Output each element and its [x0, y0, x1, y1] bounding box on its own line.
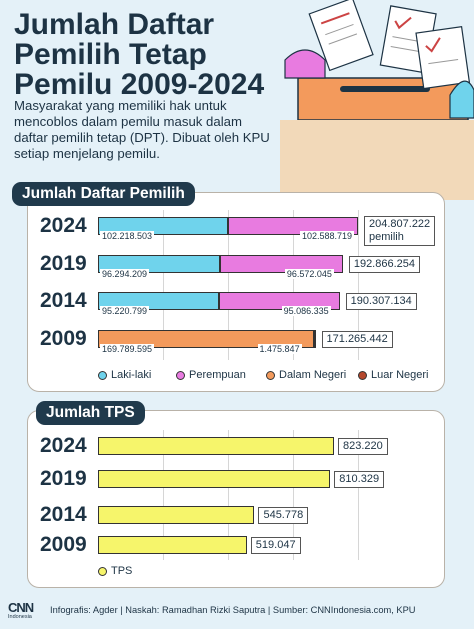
legend-label: Luar Negeri: [371, 369, 429, 381]
dpt-year-label: 2014: [40, 289, 87, 312]
legend-label: Perempuan: [189, 369, 246, 381]
dpt-gridline: [358, 210, 359, 360]
bar-perempuan: [218, 292, 340, 310]
legend-label: TPS: [111, 565, 133, 577]
title-line-2: Pemilih Tetap: [14, 38, 207, 71]
dpt-gridline: [228, 210, 229, 360]
tps-gridline: [228, 430, 229, 560]
total-value-label: 190.307.134: [345, 293, 417, 310]
legend-item: TPS: [98, 565, 132, 577]
bar-laki-laki: [98, 292, 219, 310]
legend-label: Laki-laki: [111, 369, 152, 381]
credit-text: Infografis: Agder | Naskah: Ramadhan Riz…: [50, 605, 416, 615]
legend-dot: [98, 370, 107, 380]
bar-tps: [98, 437, 334, 455]
title-line-1: Jumlah Daftar: [14, 8, 215, 41]
dpt-gridline: [163, 210, 164, 360]
legend-dot: [358, 370, 367, 380]
segment-value-label: 102.588.719: [300, 231, 355, 241]
tps-year-label: 2009: [40, 533, 87, 556]
segment-value-label: 96.294.209: [100, 269, 150, 279]
legend-label: Dalam Negeri: [279, 369, 347, 381]
segment-value-label: 1.475.847: [257, 344, 302, 354]
intro-text: Masyarakat yang memiliki hak untuk menco…: [14, 98, 270, 161]
tps-value-label: 823.220: [338, 438, 388, 455]
tps-value-label: 545.778: [258, 507, 309, 524]
footer: [0, 598, 474, 629]
ballot-box-illustration: [280, 0, 474, 200]
legend-dot: [266, 370, 275, 380]
bar-luar-negeri: [313, 330, 316, 348]
total-value-label: 192.866.254: [348, 256, 420, 273]
legend-item: Luar Negeri: [358, 369, 428, 381]
total-suffix: pemilih: [369, 231, 404, 243]
legend-dot: [98, 566, 107, 576]
legend-item: Dalam Negeri: [266, 369, 346, 381]
tps-year-label: 2014: [40, 503, 87, 526]
tps-gridline: [293, 430, 294, 560]
tps-value-label: 519.047: [250, 537, 301, 554]
tps-year-label: 2019: [40, 467, 87, 490]
dpt-year-label: 2024: [40, 214, 87, 237]
segment-value-label: 102.218.503: [100, 231, 155, 241]
segment-value-label: 95.086.335: [281, 306, 331, 316]
dpt-year-label: 2009: [40, 327, 87, 350]
tps-panel-title: Jumlah TPS: [36, 401, 145, 425]
legend-item: Laki-laki: [98, 369, 151, 381]
bar-laki-laki: [98, 255, 221, 273]
segment-value-label: 169.789.595: [100, 344, 155, 354]
bar-dalam-negeri: [98, 330, 314, 348]
tps-gridline: [358, 430, 359, 560]
logo-sub-text: Indonesia: [8, 614, 32, 620]
segment-value-label: 96.572.045: [284, 269, 334, 279]
total-value-label: 204.807.222 pemilih: [364, 216, 436, 246]
tps-value-label: 810.329: [334, 471, 385, 488]
page-title: Jumlah Daftar Pemilih Tetap Pemilu 2009-…: [14, 10, 304, 100]
tps-year-label: 2024: [40, 434, 87, 457]
legend-dot: [176, 370, 185, 380]
tps-gridline: [163, 430, 164, 560]
bar-tps: [98, 536, 247, 554]
dpt-gridline: [293, 210, 294, 360]
total-value-label: 171.265.442: [321, 331, 393, 348]
legend-item: Perempuan: [176, 369, 246, 381]
bar-perempuan: [220, 255, 343, 273]
bar-tps: [98, 506, 255, 524]
dpt-panel-title: Jumlah Daftar Pemilih: [12, 182, 195, 206]
cnn-logo: CNN Indonesia: [8, 601, 42, 620]
logo-main-text: CNN: [8, 600, 34, 615]
bar-laki-laki: [98, 217, 228, 235]
bar-perempuan: [227, 217, 358, 235]
bar-tps: [98, 470, 331, 488]
segment-value-label: 95.220.799: [100, 306, 150, 316]
title-line-3: Pemilu 2009-2024: [14, 68, 265, 101]
dpt-year-label: 2019: [40, 252, 87, 275]
